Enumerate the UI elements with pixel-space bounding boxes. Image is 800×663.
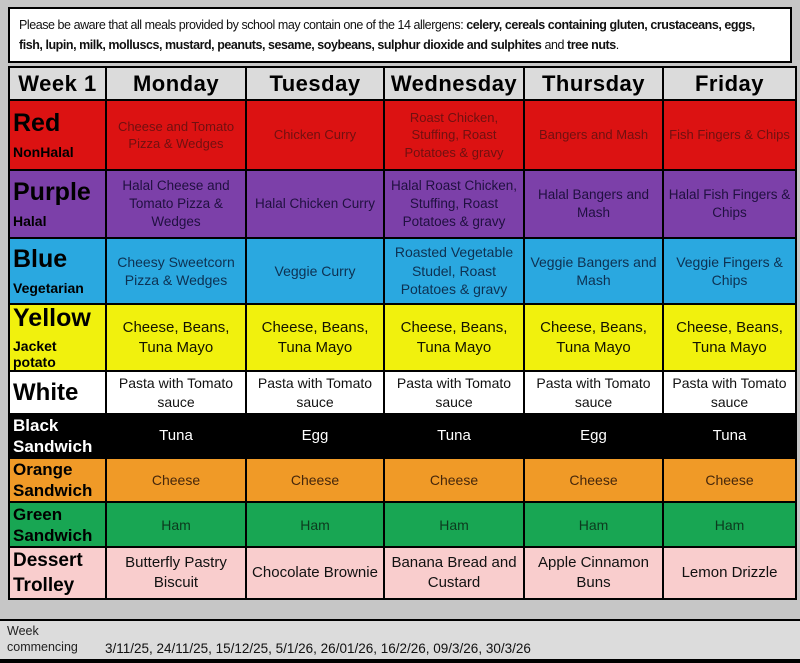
menu-cell: Cheese, Beans, Tuna Mayo: [662, 302, 797, 373]
row-label-yellow: Yellow Jacket potato: [8, 302, 107, 373]
row-label-main: Yellow: [13, 304, 91, 332]
menu-cell: Halal Fish Fingers & Chips: [662, 169, 797, 239]
notice-prefix-text: Please be aware that all meals provided …: [19, 18, 467, 32]
menu-cell: Veggie Curry: [245, 237, 385, 305]
menu-cell: Cheese: [105, 457, 247, 504]
menu-row-orange-sandwich: Orange Sandwich Cheese Cheese Cheese Che…: [8, 457, 797, 504]
menu-cell: Pasta with Tomato sauce: [523, 370, 664, 416]
row-label-sub: Halal: [13, 212, 47, 229]
menu-cell: Cheese: [383, 457, 525, 504]
menu-cell: Ham: [245, 501, 385, 549]
row-label-main: Purple: [13, 178, 91, 207]
row-label-black: Black Sandwich: [8, 413, 107, 460]
row-label-sub: Sandwich: [13, 481, 93, 501]
menu-row-dessert-trolley: Dessert Trolley Butterfly Pastry Biscuit…: [8, 546, 797, 601]
menu-cell: Cheesy Sweetcorn Pizza & Wedges: [105, 237, 247, 305]
menu-cell: Cheese: [523, 457, 664, 504]
menu-cell: Cheese, Beans, Tuna Mayo: [383, 302, 525, 373]
menu-row-yellow-jacket-potato: Yellow Jacket potato Cheese, Beans, Tuna…: [8, 302, 797, 373]
row-label-sub: Jacket potato: [13, 338, 57, 371]
weekly-menu-table: Week 1 Monday Tuesday Wednesday Thursday…: [8, 66, 797, 601]
menu-row-white: White Pasta with Tomato sauce Pasta with…: [8, 370, 797, 416]
menu-cell: Butterfly Pastry Biscuit: [105, 546, 247, 601]
menu-cell: Egg: [523, 413, 664, 460]
menu-cell: Egg: [245, 413, 385, 460]
allergen-notice: Please be aware that all meals provided …: [8, 7, 792, 63]
header-cell-thursday: Thursday: [523, 66, 664, 101]
menu-cell: Cheese, Beans, Tuna Mayo: [523, 302, 664, 373]
row-label-red: Red NonHalal: [8, 99, 107, 171]
menu-cell: Tuna: [105, 413, 247, 460]
menu-cell: Roasted Vegetable Studel, Roast Potatoes…: [383, 237, 525, 305]
row-label-main: Black: [13, 416, 59, 436]
row-label-green: Green Sandwich: [8, 501, 107, 549]
menu-cell: Ham: [105, 501, 247, 549]
menu-cell: Pasta with Tomato sauce: [245, 370, 385, 416]
notice-conjunction-text: and: [541, 38, 567, 52]
menu-cell: Chicken Curry: [245, 99, 385, 171]
menu-cell: Lemon Drizzle: [662, 546, 797, 601]
row-label-main: Red: [13, 109, 61, 138]
row-label-blue: Blue Vegetarian: [8, 237, 107, 305]
row-label-sub: Vegetarian: [13, 279, 84, 296]
row-label-dessert: Dessert Trolley: [8, 546, 107, 601]
row-label-white: White: [8, 370, 107, 416]
menu-row-blue-vegetarian: Blue Vegetarian Cheesy Sweetcorn Pizza &…: [8, 237, 797, 305]
row-label-main: Orange: [13, 460, 73, 480]
row-label-sub: Trolley: [13, 575, 75, 597]
menu-row-green-sandwich: Green Sandwich Ham Ham Ham Ham Ham: [8, 501, 797, 549]
menu-cell: Veggie Bangers and Mash: [523, 237, 664, 305]
header-cell-wednesday: Wednesday: [383, 66, 525, 101]
row-label-main: White: [13, 379, 79, 407]
notice-period-text: .: [615, 38, 619, 52]
menu-cell: Cheese: [662, 457, 797, 504]
menu-cell: Ham: [523, 501, 664, 549]
row-label-main: Dessert: [13, 550, 83, 572]
header-cell-monday: Monday: [105, 66, 247, 101]
menu-cell: Bangers and Mash: [523, 99, 664, 171]
menu-cell: Ham: [383, 501, 525, 549]
menu-cell: Cheese, Beans, Tuna Mayo: [245, 302, 385, 373]
menu-cell: Ham: [662, 501, 797, 549]
row-label-sub: Sandwich: [13, 525, 93, 545]
menu-row-red-nonhalal: Red NonHalal Cheese and Tomato Pizza & W…: [8, 99, 797, 171]
menu-cell: Chocolate Brownie: [245, 546, 385, 601]
row-label-sub: Sandwich: [13, 437, 93, 457]
menu-cell: Cheese and Tomato Pizza & Wedges: [105, 99, 247, 171]
menu-cell: Tuna: [383, 413, 525, 460]
menu-cell: Tuna: [662, 413, 797, 460]
menu-row-black-sandwich: Black Sandwich Tuna Egg Tuna Egg Tuna: [8, 413, 797, 460]
week-commencing-label: Week commencing: [7, 624, 78, 654]
row-label-main: Green: [13, 504, 63, 524]
menu-cell: Pasta with Tomato sauce: [383, 370, 525, 416]
header-cell-friday: Friday: [662, 66, 797, 101]
menu-cell: Halal Chicken Curry: [245, 169, 385, 239]
row-label-sub: NonHalal: [13, 143, 74, 160]
menu-cell: Veggie Fingers & Chips: [662, 237, 797, 305]
week-commencing-dates: 3/11/25, 24/11/25, 15/12/25, 5/1/26, 26/…: [105, 641, 531, 656]
menu-cell: Pasta with Tomato sauce: [662, 370, 797, 416]
menu-row-purple-halal: Purple Halal Halal Cheese and Tomato Piz…: [8, 169, 797, 239]
notice-tree-nuts-bold-text: tree nuts: [567, 38, 616, 52]
menu-header-row: Week 1 Monday Tuesday Wednesday Thursday…: [8, 66, 797, 101]
menu-cell: Cheese: [245, 457, 385, 504]
menu-cell: Halal Cheese and Tomato Pizza & Wedges: [105, 169, 247, 239]
week-commencing-bar: Week commencing 3/11/25, 24/11/25, 15/12…: [0, 619, 800, 663]
row-label-main: Blue: [13, 245, 68, 274]
menu-cell: Cheese, Beans, Tuna Mayo: [105, 302, 247, 373]
header-cell-tuesday: Tuesday: [245, 66, 385, 101]
header-cell-week: Week 1: [8, 66, 107, 101]
menu-cell: Halal Bangers and Mash: [523, 169, 664, 239]
row-label-orange: Orange Sandwich: [8, 457, 107, 504]
notice-allergens-bold-text: celery, cereals containing gluten, crust…: [19, 18, 755, 52]
menu-cell: Apple Cinnamon Buns: [523, 546, 664, 601]
menu-cell: Halal Roast Chicken, Stuffing, Roast Pot…: [383, 169, 525, 239]
menu-cell: Banana Bread and Custard: [383, 546, 525, 601]
menu-cell: Roast Chicken, Stuffing, Roast Potatoes …: [383, 99, 525, 171]
row-label-purple: Purple Halal: [8, 169, 107, 239]
menu-cell: Fish Fingers & Chips: [662, 99, 797, 171]
menu-cell: Pasta with Tomato sauce: [105, 370, 247, 416]
